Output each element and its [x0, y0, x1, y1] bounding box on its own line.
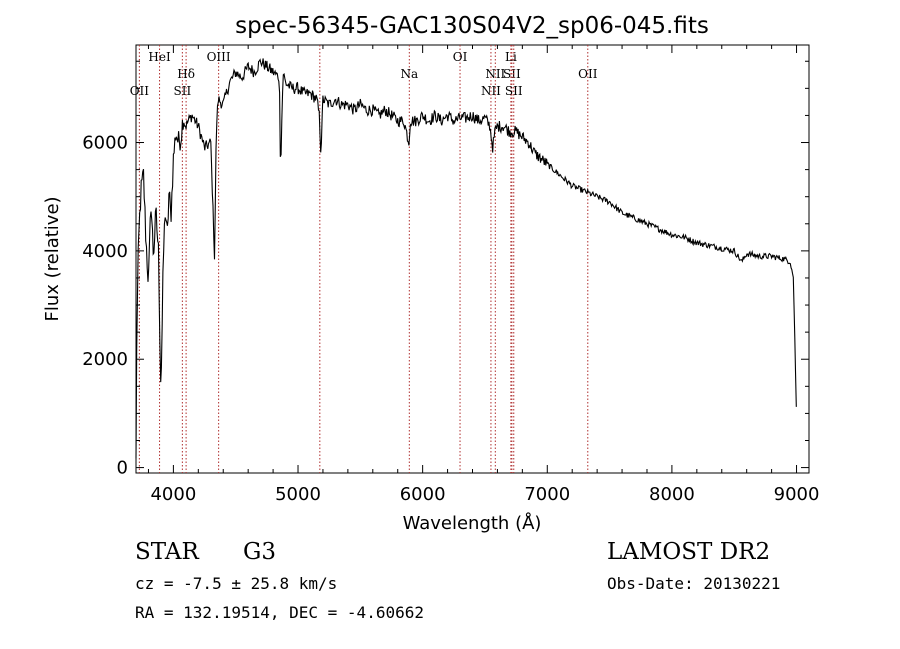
line-marker-label: Na	[400, 67, 418, 81]
line-marker-label: NII	[485, 67, 505, 81]
line-marker-label: OII	[578, 67, 598, 81]
line-marker-label: Li	[505, 50, 517, 64]
line-marker-label: SII	[505, 84, 523, 98]
line-marker-label: OIII	[207, 50, 231, 64]
survey-name: LAMOST DR2	[607, 539, 771, 565]
line-marker-label: OII	[130, 84, 150, 98]
x-axis: 4000 5000 6000 7000 8000 9000	[147, 45, 820, 505]
y-tick-label: 0	[117, 458, 128, 479]
coordinates-readout: RA = 132.19514, DEC = -4.60662	[135, 603, 424, 622]
line-marker-label: NII	[481, 84, 501, 98]
x-tick-label: 6000	[400, 484, 446, 505]
x-axis-label: Wavelength (Å)	[403, 512, 542, 534]
line-marker-label: SII	[503, 67, 521, 81]
line-marker-label: SII	[174, 84, 192, 98]
line-marker-label: HeI	[148, 50, 171, 64]
object-class: STAR	[135, 539, 199, 565]
chart-title: spec-56345-GAC130S04V2_sp06-045.fits	[235, 13, 709, 39]
object-subclass: G3	[243, 539, 277, 565]
y-tick-label: 2000	[82, 349, 128, 370]
spectrum-line	[135, 58, 797, 459]
y-tick-label: 6000	[82, 133, 128, 154]
y-axis: 0 2000 4000 6000	[82, 60, 809, 479]
velocity-readout: cz = -7.5 ± 25.8 km/s	[135, 574, 338, 593]
line-marker-label: Hδ	[177, 67, 195, 81]
x-tick-label: 8000	[649, 484, 695, 505]
x-tick-label: 5000	[275, 484, 321, 505]
line-marker-label: OI	[453, 50, 468, 64]
y-axis-label: Flux (relative)	[42, 196, 63, 321]
plot-frame	[135, 44, 810, 474]
observation-date: Obs-Date: 20130221	[607, 574, 781, 593]
x-tick-label: 9000	[774, 484, 820, 505]
y-tick-label: 4000	[82, 241, 128, 262]
x-tick-label: 4000	[150, 484, 196, 505]
x-tick-label: 7000	[524, 484, 570, 505]
